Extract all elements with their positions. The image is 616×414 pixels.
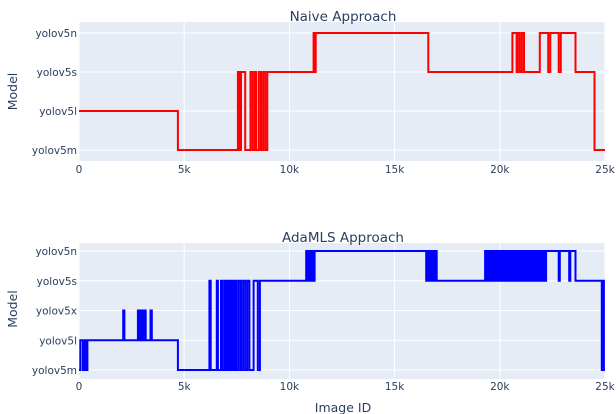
x-tick-label: 10k [280, 381, 300, 393]
x-tick-label: 25k [595, 381, 615, 393]
y-tick-label: yolov5s [37, 67, 77, 79]
x-axis-label: Image ID [315, 400, 371, 414]
adamls-approach-chart: AdaMLS Approach Model Image ID 0 5k 10k 15k… [5, 230, 616, 414]
x-tick-label: 0 [76, 164, 83, 176]
x-tick-label: 15k [385, 164, 405, 176]
series-line [79, 250, 605, 371]
x-tick-label: 25k [595, 164, 615, 176]
plot-area [79, 22, 605, 161]
chart-title: AdaMLS Approach [282, 230, 404, 246]
y-tick-label: yolov5m [32, 145, 77, 157]
y-tick-label: yolov5x [36, 306, 77, 318]
x-tick-label: 0 [76, 381, 83, 393]
y-tick-label: yolov5n [35, 246, 77, 258]
x-tick-label: 20k [490, 164, 510, 176]
chart-title: Naive Approach [290, 9, 397, 25]
y-axis-label: Model [5, 73, 20, 111]
x-tick-label: 5k [178, 164, 192, 176]
x-tick-label: 10k [280, 164, 300, 176]
series-line [79, 32, 605, 151]
x-tick-label: 15k [385, 381, 405, 393]
y-tick-label: yolov5l [39, 335, 77, 347]
y-axis-label: Model [5, 290, 20, 328]
y-tick-label: yolov5m [32, 365, 77, 377]
y-tick-label: yolov5n [35, 28, 77, 40]
x-tick-label: 20k [490, 381, 510, 393]
naive-approach-chart: Naive Approach Model 0 5k 10k 15k 20k 25k yolo… [5, 9, 616, 176]
x-tick-label: 5k [178, 381, 192, 393]
y-tick-label: yolov5s [37, 276, 77, 288]
y-tick-label: yolov5l [39, 106, 77, 118]
